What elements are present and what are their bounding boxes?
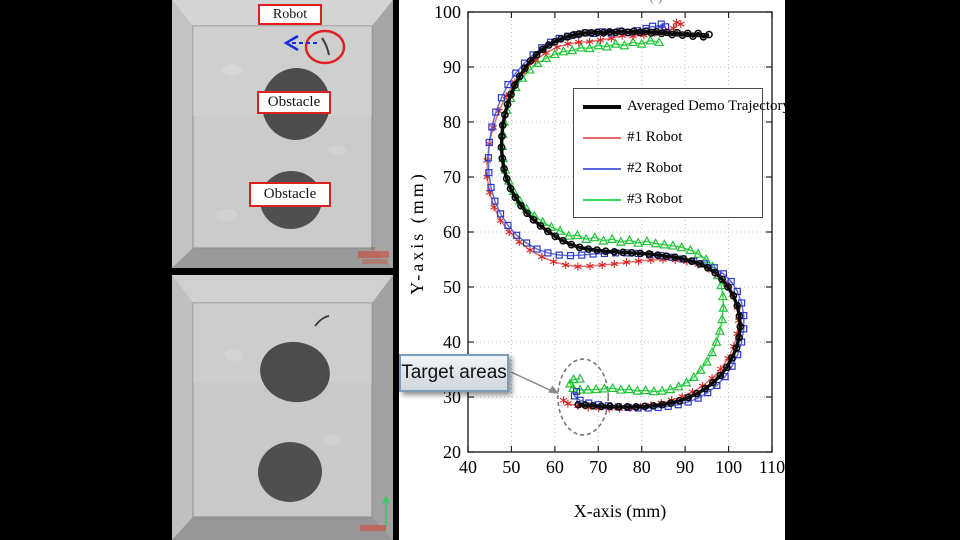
legend-label: #3 Robot: [627, 191, 683, 207]
experiment-photo-plain: [172, 275, 393, 540]
robot-highlight-circle: [304, 29, 346, 65]
legend-label: #2 Robot: [627, 160, 683, 176]
obstacle-blob-lower: [258, 441, 322, 503]
legend-line-sample: [583, 136, 621, 139]
x-tick-label: 100: [715, 457, 742, 477]
robot-label: Robot: [258, 4, 322, 25]
legend-line-sample: [583, 167, 621, 170]
legend-entry-robot2: #2 Robot: [583, 160, 756, 177]
tank-rim-right: [372, 0, 393, 268]
x-tick-label: 40: [459, 457, 477, 477]
tank-rim-bottom: [172, 517, 393, 540]
cropped-title-fragment: ( ): [611, 0, 701, 5]
legend-line-sample: [583, 104, 621, 109]
trajectory-chart-panel: 40 50 60 70 80 90 100 110 20 30 40 50 60 70 80 90 100 ( …: [399, 0, 785, 540]
y-tick-label: 70: [443, 167, 461, 187]
tank-image: [172, 0, 393, 268]
x-axis-label: X-axis (mm): [573, 501, 667, 521]
x-tick-label: 70: [589, 457, 607, 477]
chart-legend: Averaged Demo Trajectory #1 Robot #2 Rob…: [573, 88, 785, 218]
trajectory-plot: 40 50 60 70 80 90 100 110 20 30 40 50 60 70 80 90 100: [434, 2, 785, 477]
x-tick-label: 80: [633, 457, 651, 477]
callout-arrowhead: [548, 385, 559, 394]
x-tick-label: 50: [502, 457, 520, 477]
y-axis-label: Y-axis (mm): [407, 171, 427, 295]
y-tick-label: 90: [443, 57, 461, 77]
y-tick-label: 50: [443, 277, 461, 297]
y-tick-label: 20: [443, 442, 461, 462]
legend-entry-robot1: #1 Robot: [583, 129, 756, 146]
legend-line-sample: [583, 198, 621, 201]
legend-label: #1 Robot: [627, 129, 683, 145]
red-watermark: [360, 525, 386, 531]
obstacle-blob-upper: [260, 341, 330, 403]
x-tick-label: 60: [546, 457, 564, 477]
x-tick-label: 110: [759, 457, 785, 477]
red-watermark: [358, 247, 389, 264]
x-tick-label: 90: [676, 457, 694, 477]
y-tick-label: 40: [443, 332, 461, 352]
legend-entry-averaged-demo: Averaged Demo Trajectory: [583, 98, 785, 115]
tank-image: [172, 275, 393, 540]
legend-label: Averaged Demo Trajectory: [627, 98, 785, 114]
callout-arrow-line: [510, 371, 553, 392]
robot-mark: [314, 315, 330, 327]
legend-entry-robot3: #3 Robot: [583, 191, 756, 208]
robot-direction-arrowhead: [283, 34, 299, 52]
experiment-photo-annotated: Robot Obstacle Obstacle: [172, 0, 393, 268]
tank-rim-left: [172, 275, 193, 540]
tank-rim-right: [372, 275, 393, 540]
y-tick-label: 80: [443, 112, 461, 132]
tank-rim-bottom: [172, 248, 393, 268]
target-areas-callout: Target areas: [399, 354, 509, 392]
target-ellipse: [557, 358, 610, 436]
y-tick-label: 30: [443, 387, 461, 407]
y-tick-label: 100: [434, 2, 461, 22]
y-tick-label: 60: [443, 222, 461, 242]
tank-rim-top: [172, 275, 393, 303]
obstacle-upper-label: Obstacle: [257, 91, 331, 114]
robot-mark: [321, 37, 330, 56]
tank-rim-left: [172, 0, 193, 268]
series-averaged-demo-trajectory: [497, 27, 745, 411]
obstacle-lower-label: Obstacle: [249, 182, 331, 207]
axis-marker: [360, 495, 390, 531]
